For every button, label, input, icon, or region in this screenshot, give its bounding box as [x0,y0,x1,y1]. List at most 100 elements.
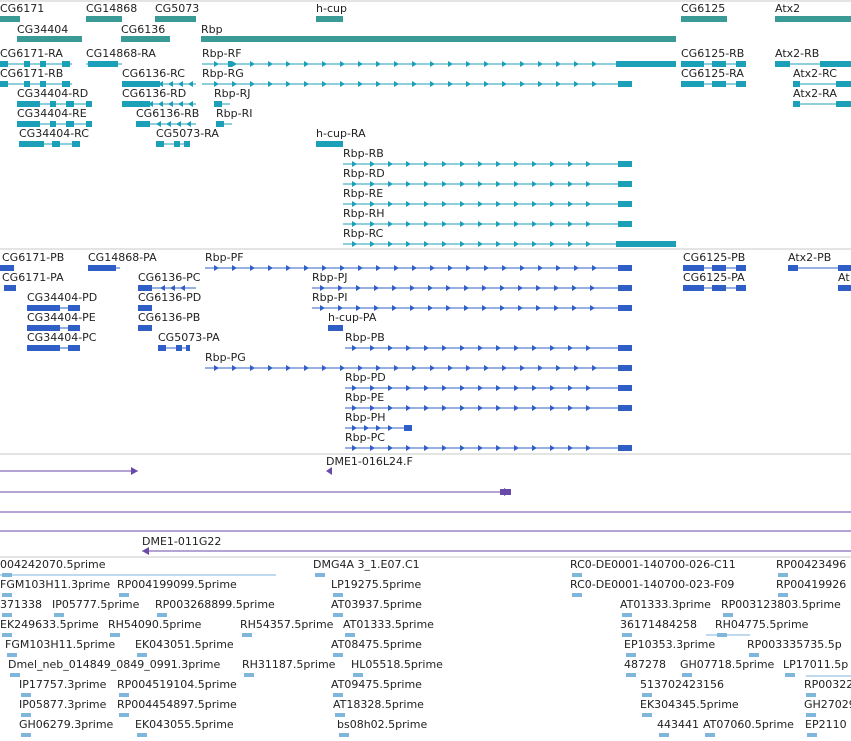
est-label[interactable]: RP004519104.5prime [117,678,237,691]
gene-feature[interactable]: CG6171 [0,2,44,22]
est-label[interactable]: 004242070.5prime [0,558,106,571]
clone-label[interactable]: DME1-011G22 [142,535,221,548]
transcript-b-feature[interactable]: h-cup-PA [328,311,377,331]
transcript-a-feature[interactable]: CG5073-RA [156,127,219,147]
transcript-a-feature[interactable]: Atx2-RB [775,47,851,67]
transcript-b-feature[interactable]: CG6136-PC [138,271,201,291]
transcript-a-feature[interactable]: Rbp-RF [202,47,676,67]
transcript-a-feature[interactable]: Rbp-RB [343,147,632,167]
est-label[interactable]: bs08h02.5prime [337,718,427,731]
est-label[interactable]: AT18328.5prime [333,698,424,711]
est-label[interactable]: GH27029.5p [804,698,851,711]
transcript-b-feature[interactable]: Rbp-PH [345,411,412,431]
transcript-b-feature[interactable]: Rbp-PG [205,351,632,371]
est-label[interactable]: RP003229157.5p [804,678,851,691]
est-label[interactable]: AT07060.5prime [703,718,794,731]
est-label[interactable]: RP00419926 [776,578,846,591]
transcript-b-feature[interactable]: Rbp-PI [312,291,632,311]
transcript-b-feature[interactable]: CG14868-PA [88,251,157,271]
transcript-b-feature[interactable]: Rbp-PC [345,431,632,451]
transcript-b-feature[interactable]: Rbp-PE [345,391,632,411]
transcript-b-feature[interactable]: CG5073-PA [158,331,220,351]
est-label[interactable]: EP2110 [805,718,847,731]
est-label[interactable]: RP003123803.5prime [721,598,841,611]
est-label[interactable]: AT09475.5prime [331,678,422,691]
transcript-b-feature[interactable]: CG6136-PD [138,291,201,311]
est-label[interactable]: AT01333.3prime [620,598,711,611]
transcript-a-feature[interactable]: CG6171-RB [0,67,72,87]
est-label[interactable]: DMG4A 3_1.E07.C1 [313,558,420,571]
est-label[interactable]: HL05518.5prime [351,658,443,671]
transcript-a-feature[interactable]: Rbp-RC [343,227,676,247]
transcript-a-feature[interactable]: CG6125-RA [681,67,746,87]
transcript-a-feature[interactable]: Rbp-RE [343,187,632,207]
transcript-b-feature[interactable]: CG34404-PC [27,331,97,351]
transcript-a-feature[interactable]: CG34404-RE [17,107,92,127]
transcript-b-feature[interactable]: CG6125-PB [683,251,746,271]
transcript-a-feature[interactable]: Rbp-RI [216,107,252,127]
transcript-a-feature[interactable]: CG34404-RC [19,127,89,147]
transcript-b-feature[interactable]: CG6171-PB [0,251,64,271]
gene-feature[interactable]: CG14868 [86,2,137,22]
est-label[interactable]: EK043055.5prime [135,718,234,731]
transcript-b-feature[interactable]: Rbp-PB [345,331,632,351]
est-label[interactable]: EK304345.5prime [640,698,739,711]
gene-feature[interactable]: h-cup [316,2,347,22]
gene-feature[interactable]: CG6125 [681,2,727,22]
est-label[interactable]: IP05877.3prime [19,698,107,711]
est-label[interactable]: FGM103H11.3prime [0,578,110,591]
transcript-a-feature[interactable]: Atx2-RC [793,67,851,87]
est-label[interactable]: RH04775.5prime [715,618,809,631]
est-label[interactable]: IP17757.3prime [19,678,107,691]
est-label[interactable]: 443441 [657,718,699,731]
transcript-a-feature[interactable]: CG14868-RA [86,47,156,67]
transcript-a-feature[interactable]: CG6136-RB [136,107,199,127]
gene-feature[interactable]: CG5073 [155,2,199,22]
est-label[interactable]: AT03937.5prime [331,598,422,611]
est-label[interactable]: Dmel_neb_014849_0849_0991.3prime [8,658,220,671]
transcript-a-feature[interactable]: Rbp-RG [202,67,632,87]
est-label[interactable]: RC0-DE0001-140700-026-C11 [570,558,736,571]
transcript-b-feature[interactable]: CG6171-PA [2,271,64,291]
transcript-a-feature[interactable]: h-cup-RA [316,127,366,147]
est-label[interactable]: 487278 [624,658,666,671]
est-label[interactable]: IP05777.5prime [52,598,140,611]
transcript-a-feature[interactable]: Rbp-RJ [214,87,250,107]
est-label[interactable]: AT08475.5prime [331,638,422,651]
transcript-b-feature[interactable]: At [838,271,851,291]
est-label[interactable]: RP003335735.5p [747,638,842,651]
transcript-a-feature[interactable]: Atx2-RA [793,87,851,107]
clone-label[interactable]: DME1-016L24.F [326,455,413,468]
est-label[interactable]: RC0-DE0001-140700-023-F09 [570,578,734,591]
est-label[interactable]: 513702423156 [640,678,724,691]
est-label[interactable]: GH07718.5prime [680,658,775,671]
transcript-b-feature[interactable]: Rbp-PJ [312,271,632,291]
transcript-a-feature[interactable]: CG34404-RD [17,87,92,107]
est-label[interactable]: GH06279.3prime [19,718,114,731]
est-label[interactable]: EK249633.5prime [0,618,99,631]
est-label[interactable]: RP004199099.5prime [117,578,237,591]
est-label[interactable]: RP00423496 [776,558,846,571]
transcript-a-feature[interactable]: Rbp-RH [343,207,632,227]
gene-feature[interactable]: Rbp [201,23,676,42]
est-label[interactable]: EK043051.5prime [135,638,234,651]
est-label[interactable]: AT01333.5prime [343,618,434,631]
transcript-a-feature[interactable]: Rbp-RD [343,167,632,187]
gene-feature[interactable]: CG34404 [17,23,82,42]
transcript-b-feature[interactable]: CG34404-PE [27,311,96,331]
transcript-b-feature[interactable]: Atx2-PB [788,251,851,271]
transcript-b-feature[interactable]: Rbp-PD [345,371,632,391]
transcript-a-feature[interactable]: CG6136-RD [122,87,196,107]
transcript-b-feature[interactable]: CG6125-PA [683,271,746,291]
est-label[interactable]: RH54090.5prime [108,618,202,631]
transcript-a-feature[interactable]: CG6171-RA [0,47,72,67]
est-label[interactable]: 371338 [0,598,42,611]
transcript-b-feature[interactable]: Rbp-PF [205,251,632,271]
est-label[interactable]: LP19275.5prime [331,578,422,591]
transcript-b-feature[interactable]: CG34404-PD [27,291,97,311]
est-label[interactable]: RH31187.5prime [242,658,336,671]
est-label[interactable]: EP10353.3prime [624,638,715,651]
transcript-b-feature[interactable]: CG6136-PB [138,311,200,331]
est-label[interactable]: RP003268899.5prime [155,598,275,611]
est-label[interactable]: FGM103H11.5prime [5,638,115,651]
